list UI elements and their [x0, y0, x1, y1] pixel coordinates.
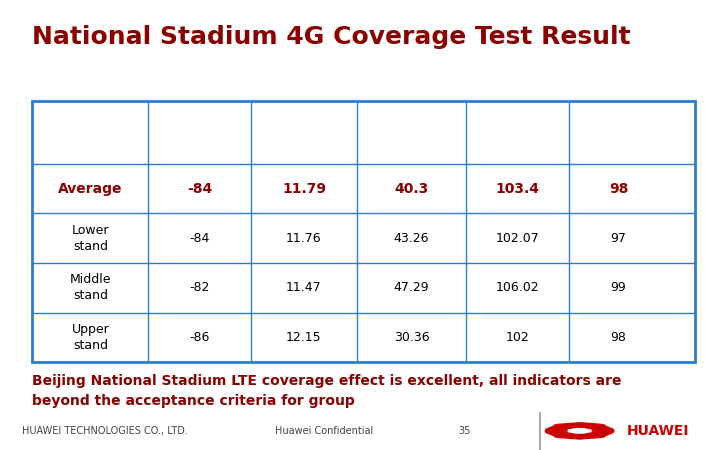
Text: 35: 35: [458, 426, 471, 436]
Text: 103.4: 103.4: [495, 182, 539, 196]
Text: Coverage
(%): Coverage (%): [589, 122, 648, 144]
Text: 11.79: 11.79: [282, 182, 326, 196]
Text: Beijing National Stadium LTE coverage effect is excellent, all indicators are
be: Beijing National Stadium LTE coverage ef…: [32, 374, 622, 408]
Text: 106.02: 106.02: [496, 281, 539, 294]
Text: Avg.
SINR ( dB ): Avg. SINR ( dB ): [270, 122, 338, 144]
Ellipse shape: [546, 431, 583, 439]
Ellipse shape: [546, 423, 583, 431]
Text: 11.76: 11.76: [286, 232, 322, 245]
Text: 102.07: 102.07: [496, 232, 539, 245]
Text: Upper
stand: Upper stand: [71, 323, 109, 352]
Text: Avg.
DL
rate(Mbps): Avg. DL rate(Mbps): [377, 115, 446, 150]
Text: Test area: Test area: [62, 127, 119, 138]
Text: Lower
stand: Lower stand: [71, 224, 109, 253]
Ellipse shape: [554, 423, 605, 428]
Text: -86: -86: [189, 331, 210, 344]
Text: -84: -84: [187, 182, 212, 196]
Text: Avg.
RSRP(dBm): Avg. RSRP(dBm): [164, 122, 235, 144]
Text: HUAWEI TECHNOLOGIES CO., LTD.: HUAWEI TECHNOLOGIES CO., LTD.: [22, 426, 187, 436]
Text: 97: 97: [611, 232, 626, 245]
Text: Peak rate
(Mbps): Peak rate (Mbps): [487, 122, 548, 144]
Ellipse shape: [549, 426, 567, 436]
Text: 47.29: 47.29: [394, 281, 429, 294]
Text: 40.3: 40.3: [395, 182, 428, 196]
Text: 102: 102: [505, 331, 529, 344]
Text: 30.36: 30.36: [394, 331, 429, 344]
Text: 98: 98: [609, 182, 629, 196]
Text: Huawei Confidential: Huawei Confidential: [275, 426, 373, 436]
Text: HUAWEI: HUAWEI: [626, 424, 689, 438]
Ellipse shape: [576, 423, 613, 431]
Ellipse shape: [554, 434, 605, 438]
Text: 43.26: 43.26: [394, 232, 429, 245]
Text: 98: 98: [611, 331, 626, 344]
Ellipse shape: [593, 426, 611, 436]
Text: -82: -82: [189, 281, 210, 294]
Text: -84: -84: [189, 232, 210, 245]
Text: 12.15: 12.15: [286, 331, 322, 344]
Ellipse shape: [576, 431, 613, 439]
Text: National Stadium 4G Coverage Test Result: National Stadium 4G Coverage Test Result: [32, 25, 631, 49]
Text: Average: Average: [58, 182, 122, 196]
Text: Middle
stand: Middle stand: [70, 273, 111, 302]
Text: 11.47: 11.47: [286, 281, 322, 294]
Text: 99: 99: [611, 281, 626, 294]
